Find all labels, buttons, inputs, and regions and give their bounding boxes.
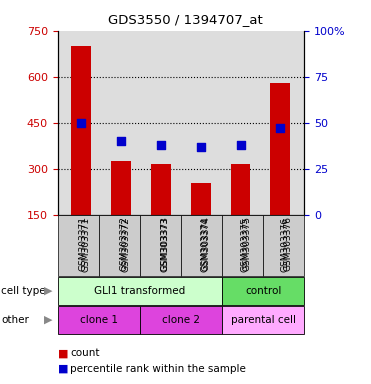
Text: parental cell: parental cell xyxy=(231,314,296,325)
Point xyxy=(158,142,164,148)
Text: GSM303371: GSM303371 xyxy=(78,216,87,271)
Text: GSM303372: GSM303372 xyxy=(119,216,128,271)
Text: GDS3550 / 1394707_at: GDS3550 / 1394707_at xyxy=(108,13,263,26)
Text: clone 1: clone 1 xyxy=(80,314,118,325)
Text: GSM303372: GSM303372 xyxy=(121,217,130,272)
Text: GSM303376: GSM303376 xyxy=(280,217,289,272)
Point xyxy=(198,144,204,150)
Bar xyxy=(72,46,91,215)
FancyBboxPatch shape xyxy=(58,306,140,333)
FancyBboxPatch shape xyxy=(222,277,304,305)
Text: GSM303371: GSM303371 xyxy=(81,217,91,272)
Point xyxy=(78,120,84,126)
Point xyxy=(237,142,243,148)
Text: cell type: cell type xyxy=(1,286,46,296)
Text: clone 2: clone 2 xyxy=(162,314,200,325)
Text: GSM303373: GSM303373 xyxy=(161,217,170,272)
Text: percentile rank within the sample: percentile rank within the sample xyxy=(70,364,246,374)
Point xyxy=(118,138,124,144)
FancyBboxPatch shape xyxy=(58,277,222,305)
Point xyxy=(278,125,283,131)
Bar xyxy=(111,161,131,215)
Text: control: control xyxy=(245,286,281,296)
Text: GSM303375: GSM303375 xyxy=(240,217,250,272)
Text: other: other xyxy=(1,314,29,325)
Text: GSM303375: GSM303375 xyxy=(243,216,252,271)
Text: GSM303376: GSM303376 xyxy=(284,216,293,271)
Text: GSM303374: GSM303374 xyxy=(201,216,210,271)
Text: GLI1 transformed: GLI1 transformed xyxy=(94,286,186,296)
Text: GSM303374: GSM303374 xyxy=(201,217,210,272)
Text: ■: ■ xyxy=(58,364,68,374)
Text: ▶: ▶ xyxy=(44,314,52,325)
Bar xyxy=(231,164,250,215)
Bar xyxy=(151,164,171,215)
FancyBboxPatch shape xyxy=(140,306,222,333)
Text: GSM303373: GSM303373 xyxy=(160,216,169,271)
Text: count: count xyxy=(70,348,100,358)
FancyBboxPatch shape xyxy=(222,306,304,333)
Text: ▶: ▶ xyxy=(44,286,52,296)
Text: ■: ■ xyxy=(58,348,68,358)
Bar xyxy=(191,183,211,215)
Bar xyxy=(270,83,290,215)
